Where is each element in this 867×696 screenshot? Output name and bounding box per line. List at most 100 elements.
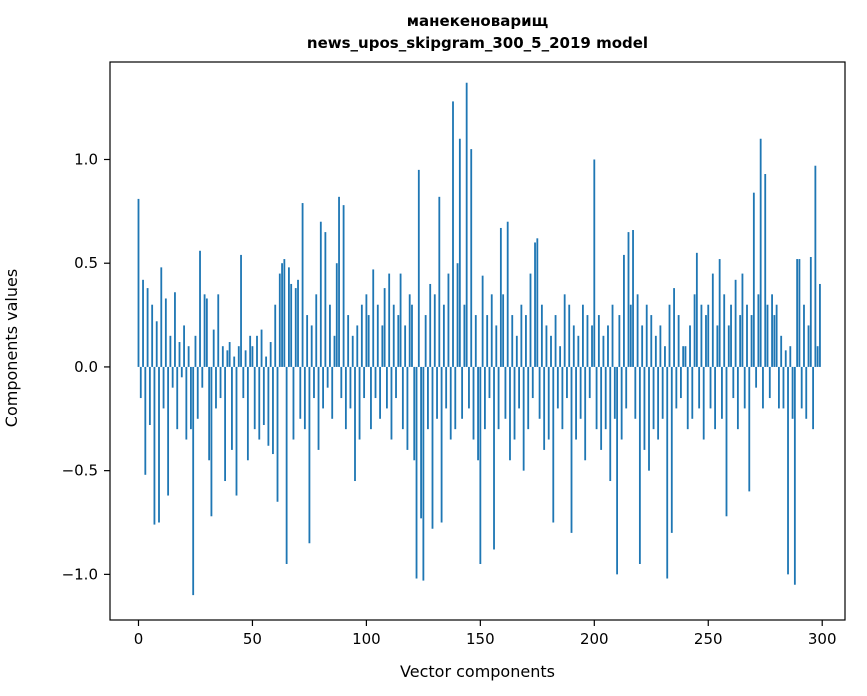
bar — [766, 304, 769, 367]
bar — [743, 366, 746, 409]
bar — [267, 366, 270, 446]
bar — [171, 366, 174, 388]
bar — [363, 366, 366, 399]
bar — [479, 366, 482, 564]
bar — [301, 203, 304, 367]
bar — [344, 366, 347, 430]
bar — [527, 366, 530, 430]
bar — [445, 366, 448, 409]
bar — [668, 304, 671, 367]
bar — [246, 366, 249, 461]
bar — [401, 366, 404, 430]
bar — [424, 315, 427, 367]
bar — [707, 304, 710, 367]
bar — [442, 304, 445, 367]
bar — [431, 366, 434, 529]
bar — [746, 304, 748, 367]
bar — [474, 315, 477, 367]
bar — [272, 366, 274, 455]
bar — [780, 335, 783, 367]
bar — [677, 315, 680, 367]
bar — [741, 273, 744, 367]
bar — [693, 294, 696, 367]
bar — [771, 294, 773, 367]
bar — [602, 335, 605, 367]
bar — [670, 366, 673, 533]
bar — [269, 342, 272, 367]
bar — [654, 335, 657, 367]
bar — [354, 366, 356, 482]
bar — [192, 366, 195, 596]
bar — [803, 304, 805, 367]
bar — [618, 315, 621, 367]
bar — [452, 101, 454, 367]
bar — [680, 366, 682, 399]
bar — [235, 366, 238, 496]
bar — [607, 325, 609, 367]
bar — [616, 366, 618, 575]
bar — [436, 366, 438, 419]
bar — [643, 366, 646, 450]
bar — [504, 366, 507, 419]
bar — [158, 366, 160, 523]
bar — [534, 242, 536, 367]
bar — [176, 366, 179, 430]
bar — [224, 366, 226, 482]
bar — [568, 304, 571, 367]
bar — [347, 315, 350, 367]
bar — [420, 366, 422, 519]
bar — [219, 366, 222, 399]
bar — [217, 294, 220, 367]
bar — [682, 346, 685, 367]
bar — [625, 366, 628, 409]
bar — [454, 366, 457, 430]
bar — [718, 259, 721, 367]
bar — [438, 196, 441, 367]
bar — [762, 366, 764, 409]
bar — [691, 366, 694, 419]
bar — [775, 304, 778, 367]
bar — [529, 273, 532, 367]
bar — [148, 366, 151, 426]
bar — [379, 366, 381, 419]
bar — [288, 267, 290, 367]
bar — [552, 366, 555, 523]
bar — [705, 315, 707, 367]
bar — [477, 366, 479, 461]
bar — [162, 366, 165, 409]
bar — [711, 273, 714, 367]
bar — [725, 366, 728, 517]
bar — [256, 335, 258, 367]
bar — [356, 325, 359, 367]
bar — [146, 288, 149, 367]
bar — [748, 366, 751, 492]
bar — [472, 366, 475, 440]
bar — [805, 366, 808, 419]
bar — [673, 288, 675, 367]
bar — [518, 366, 520, 409]
bar — [757, 294, 760, 367]
bar — [575, 366, 577, 440]
bar — [139, 366, 142, 399]
bar — [187, 346, 190, 367]
bar — [285, 366, 288, 564]
bar — [723, 294, 726, 367]
bar — [340, 366, 343, 399]
chart-title: манекеноварищ news_upos_skipgram_300_5_2… — [110, 10, 845, 54]
bar — [417, 169, 420, 367]
bar — [627, 232, 630, 367]
bar — [556, 366, 559, 409]
bar — [561, 366, 564, 430]
bar — [160, 267, 163, 367]
bar — [265, 356, 268, 367]
bar — [700, 304, 703, 367]
bar — [463, 304, 466, 367]
bar — [522, 366, 525, 471]
bar — [789, 346, 792, 367]
chart-title-line1: манекеноварищ — [406, 12, 549, 30]
bar — [515, 335, 518, 367]
bar — [793, 366, 796, 585]
y-tick-label: 1.0 — [74, 150, 98, 168]
y-tick-label: −1.0 — [62, 565, 98, 583]
